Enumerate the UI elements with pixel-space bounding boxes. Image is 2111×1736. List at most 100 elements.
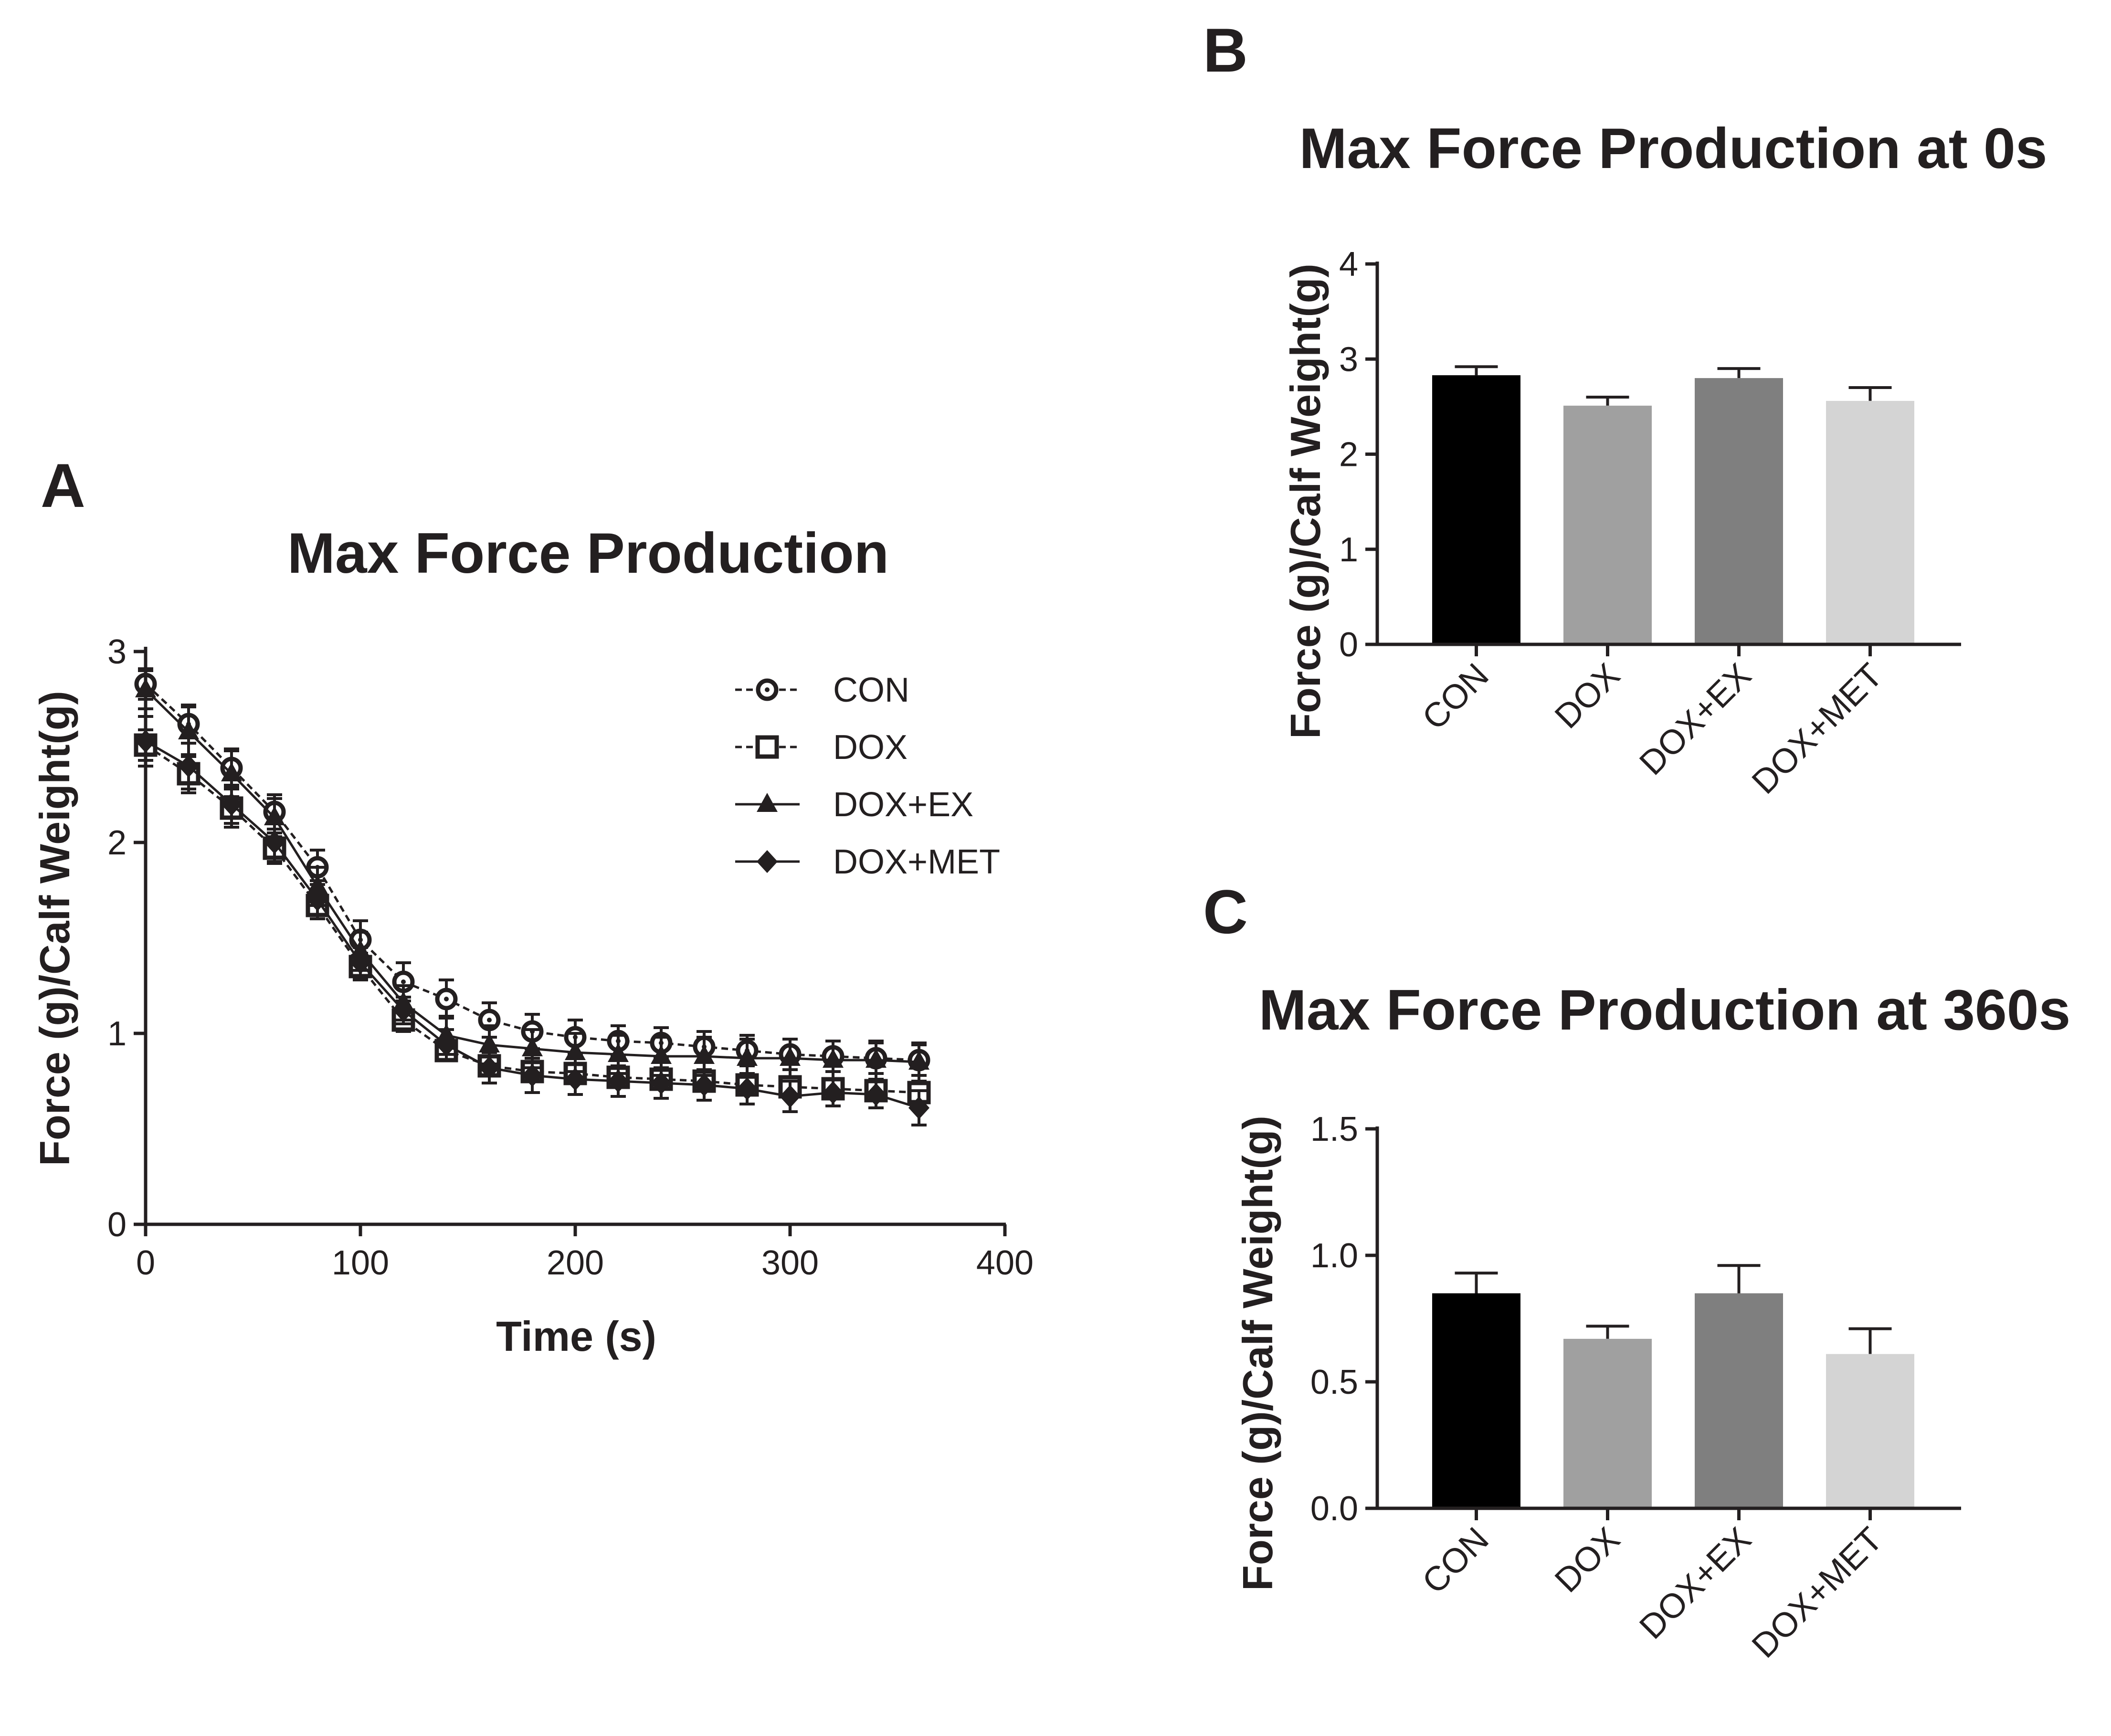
legend-a: CON DOX DOX+EX DOX+MET	[735, 671, 1000, 881]
data-point-shape	[780, 1047, 801, 1066]
data-point-shape	[694, 1073, 715, 1096]
data-point-shape	[479, 1033, 500, 1052]
legend-marker-shape	[755, 735, 779, 759]
data-point	[221, 762, 242, 781]
y-tick-label-c: 0.0	[1310, 1490, 1358, 1528]
data-point	[823, 1049, 844, 1068]
data-point-shape	[565, 1068, 586, 1091]
x-tick-label-a: 0	[136, 1244, 155, 1282]
x-tick-label-a: 100	[332, 1244, 389, 1282]
bar-dox	[1563, 405, 1652, 644]
x-axis-label-a: Time (s)	[496, 1313, 656, 1360]
data-point	[651, 1045, 672, 1064]
legend-marker	[757, 850, 778, 873]
data-point-shape	[221, 793, 242, 816]
x-tick-label-b: DOX+EX	[1632, 656, 1759, 783]
data-point-shape	[823, 1081, 844, 1104]
data-point-shape	[178, 720, 199, 739]
data-point-shape	[522, 1037, 543, 1056]
y-tick-label-b: 2	[1339, 436, 1358, 474]
y-tick-label-a: 0	[107, 1206, 127, 1244]
y-tick-label-a: 3	[107, 633, 127, 671]
legend-marker-shape	[757, 850, 778, 873]
data-point	[651, 1072, 672, 1094]
data-point	[780, 1047, 801, 1066]
panel-letter-a: A	[41, 451, 85, 520]
panel-letter-b: B	[1203, 15, 1248, 85]
y-tick-label-b: 0	[1339, 626, 1358, 664]
bar-dox-ex	[1695, 1293, 1783, 1508]
data-point-center	[444, 997, 449, 1001]
legend-label: DOX	[833, 728, 908, 767]
x-tick-label-a: 400	[976, 1244, 1034, 1282]
x-tick-label-b: CON	[1415, 656, 1496, 737]
data-point-shape	[393, 999, 414, 1022]
data-point-shape	[221, 762, 242, 781]
series-layer-a	[134, 667, 931, 1126]
data-point	[221, 793, 242, 816]
data-point	[479, 1033, 500, 1052]
bars-c	[1432, 1264, 1914, 1508]
data-point	[178, 755, 199, 778]
data-point	[737, 1047, 758, 1066]
data-point-shape	[737, 1077, 758, 1100]
chart-title-a: Max Force Production	[287, 521, 889, 585]
y-tick-label-a: 2	[107, 824, 127, 862]
series-line	[145, 689, 919, 1063]
legend-label: DOX+EX	[833, 786, 973, 824]
legend-label: DOX+MET	[833, 843, 1000, 881]
data-point-shape	[651, 1045, 672, 1064]
bars-b	[1432, 365, 1914, 644]
legend-marker-center	[765, 687, 770, 692]
x-tick-label-b: DOX+MET	[1745, 656, 1890, 801]
data-point	[435, 988, 458, 1010]
series-line	[145, 683, 919, 1062]
error-bar	[1717, 367, 1761, 379]
data-point	[178, 720, 199, 739]
data-point	[350, 951, 371, 974]
data-point	[694, 1073, 715, 1096]
data-point-shape	[608, 1043, 629, 1062]
panel-b: B Max Force Production at 0s Force (g)/C…	[1203, 15, 2048, 801]
data-point-shape	[694, 1045, 715, 1064]
x-tick-label-a: 200	[547, 1244, 604, 1282]
error-bar	[1586, 395, 1629, 406]
x-tick-label-b: DOX	[1548, 656, 1627, 736]
data-point-shape	[737, 1047, 758, 1066]
data-point	[522, 1064, 543, 1087]
data-point	[737, 1077, 758, 1100]
bar-dox-ex	[1695, 378, 1783, 644]
data-point	[908, 1051, 929, 1070]
legend-marker-shape	[757, 793, 778, 812]
data-point	[908, 1096, 929, 1119]
error-bar	[1455, 365, 1498, 376]
x-tick-label-c: DOX	[1548, 1520, 1627, 1600]
data-point-center	[487, 1018, 492, 1022]
chart-title-b: Max Force Production at 0s	[1299, 116, 2047, 180]
x-tick-label-c: DOX+MET	[1745, 1520, 1890, 1665]
data-point	[823, 1081, 844, 1104]
data-point	[565, 1068, 586, 1091]
data-point-center	[401, 979, 406, 984]
data-point	[780, 1085, 801, 1108]
data-point	[694, 1045, 715, 1064]
data-point-shape	[350, 951, 371, 974]
data-point-shape	[823, 1049, 844, 1068]
data-point-shape	[565, 1041, 586, 1060]
data-point-shape	[522, 1064, 543, 1087]
data-point-shape	[908, 1096, 929, 1119]
y-tick-label-b: 4	[1339, 245, 1358, 284]
data-point-shape	[908, 1051, 929, 1070]
data-point	[479, 1056, 500, 1079]
bar-dox-met	[1826, 400, 1914, 644]
bar-con	[1432, 1293, 1520, 1508]
data-point	[307, 888, 328, 911]
y-axis-label-b: Force (g)/Calf Weight(g)	[1282, 263, 1329, 739]
data-point	[436, 1033, 457, 1056]
x-tick-label-c: CON	[1415, 1520, 1496, 1601]
legend-marker	[756, 678, 779, 701]
bar-dox	[1563, 1338, 1652, 1508]
series-con	[134, 667, 930, 1077]
legend-marker	[757, 793, 778, 812]
